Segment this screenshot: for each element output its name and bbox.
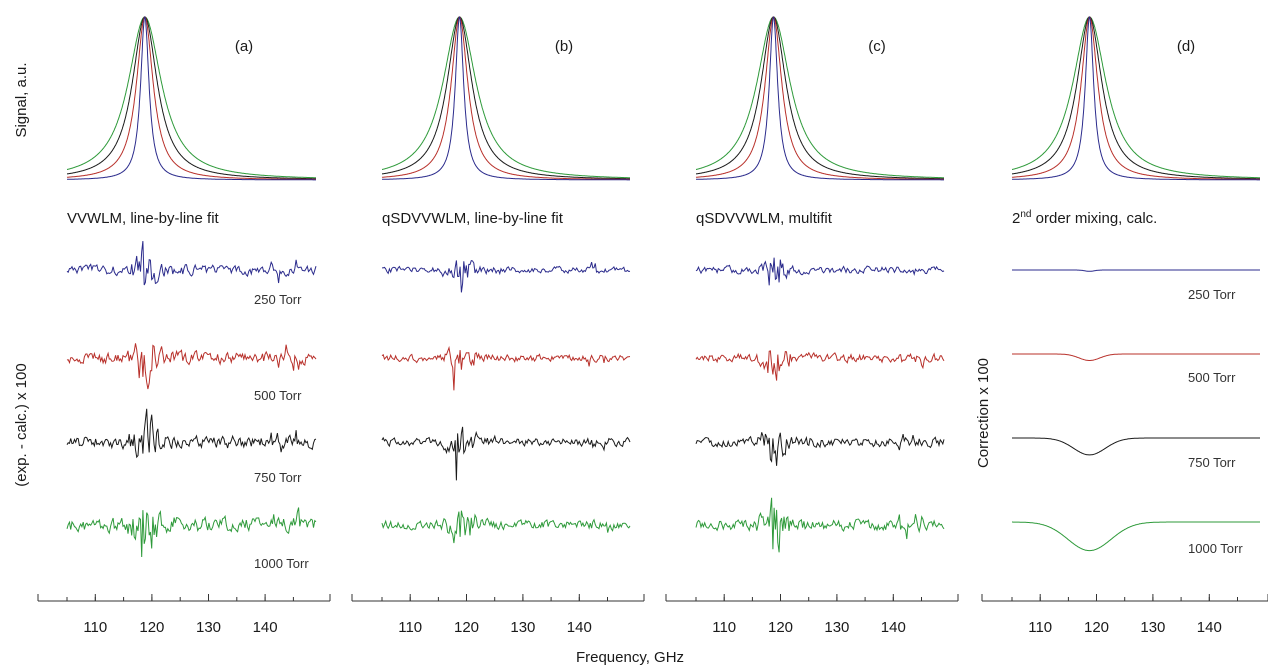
panel-b-signal-250-torr: [382, 16, 630, 181]
panel-b-x-tick-label: 110: [398, 619, 422, 636]
panel-d-title-sup: nd: [1020, 209, 1031, 220]
panel-a-signal-curves: [66, 16, 316, 181]
panel-a-residual-500-torr: [66, 343, 317, 390]
panel-b-x-tick-label: 120: [454, 619, 479, 636]
panel-c-x-tick-label: 130: [824, 619, 849, 636]
x-axis-label: Frequency, GHz: [576, 649, 684, 666]
panel-c-residual-500-torr: [695, 350, 945, 381]
panel-d-correction-500-torr: [1012, 353, 1260, 361]
panel-a-x-tick-label: 140: [253, 619, 278, 636]
panel-d-x-axis: 110 120 130 140: [981, 594, 1268, 636]
panel-a-residual-1000-torr: [66, 507, 317, 558]
panel-b-signal-1000-torr: [382, 16, 630, 179]
panel-d-correction-curves: [1012, 269, 1260, 552]
panel-a-label: (a): [235, 38, 253, 55]
panel-c: (c) qSDVVWLM, multifit 110 120 130 140: [665, 16, 959, 636]
panel-d-correction-750-torr: [1012, 437, 1260, 456]
panel-b-residual-250-torr: [382, 260, 631, 293]
panel-b-residual-500-torr: [381, 345, 631, 391]
panel-d-correction-250-torr: [1012, 269, 1260, 272]
panel-d-label-750-torr: 750 Torr: [1188, 455, 1236, 470]
panel-b-x-tick-label: 140: [567, 619, 592, 636]
panel-d-x-tick-label: 110: [1028, 619, 1052, 636]
panel-d: (d) 2nd order mixing, calc. 250 Torr 500…: [981, 16, 1268, 636]
panel-d-x-tick-label: 130: [1140, 619, 1165, 636]
panel-b-x-axis: 110 120 130 140: [351, 594, 645, 636]
panel-c-signal-500-torr: [695, 16, 944, 180]
panel-a-residual-750-torr: [66, 408, 317, 459]
panel-a-label-750-torr: 750 Torr: [254, 470, 302, 485]
panel-a: (a) VVWLM, line-by-line fit 250 Torr 500…: [37, 16, 331, 636]
panel-d-signal-curves: [1011, 16, 1260, 181]
panel-a-x-tick-label: 130: [196, 619, 221, 636]
panel-b-x-tick-label: 130: [510, 619, 535, 636]
panel-b-signal-750-torr: [382, 16, 630, 180]
panel-c-x-tick-label: 140: [881, 619, 906, 636]
panel-b-title: qSDVVWLM, line-by-line fit: [382, 210, 564, 227]
signal-y-axis-label: Signal, a.u.: [13, 62, 30, 137]
panel-a-x-axis: 110 120 130 140: [37, 594, 331, 636]
panel-b-signal-500-torr: [381, 16, 630, 180]
panel-a-label-500-torr: 500 Torr: [254, 388, 302, 403]
panel-d-signal-1000-torr: [1012, 16, 1260, 179]
panel-d-label: (d): [1177, 38, 1195, 55]
panel-d-title: 2nd order mixing, calc.: [1012, 209, 1157, 227]
panel-a-signal-500-torr: [66, 16, 316, 180]
panel-a-residual-curves: [66, 241, 317, 558]
panel-d-correction-1000-torr: [1012, 521, 1260, 552]
panel-a-label-250-torr: 250 Torr: [254, 292, 302, 307]
panel-a-label-1000-torr: 1000 Torr: [254, 556, 309, 571]
panel-b-residual-1000-torr: [381, 510, 631, 544]
panel-a-signal-750-torr: [67, 16, 316, 180]
panel-a-x-tick-label: 110: [83, 619, 107, 636]
panel-d-title-main: 2: [1012, 210, 1020, 227]
panel-a-residual-250-torr: [66, 241, 317, 286]
panel-c-x-tick-label: 120: [768, 619, 793, 636]
panel-c-signal-1000-torr: [696, 16, 944, 179]
panel-d-x-tick-label: 140: [1197, 619, 1222, 636]
panel-d-label-500-torr: 500 Torr: [1188, 370, 1236, 385]
panel-c-residual-1000-torr: [695, 497, 945, 553]
panel-b-signal-curves: [381, 16, 630, 181]
panel-d-label-1000-torr: 1000 Torr: [1188, 541, 1243, 556]
panel-a-title: VVWLM, line-by-line fit: [67, 210, 220, 227]
correction-y-axis-label: Correction x 100: [975, 358, 992, 468]
panel-d-signal-250-torr: [1012, 16, 1260, 181]
panel-c-title: qSDVVWLM, multifit: [696, 210, 833, 227]
panel-c-residual-750-torr: [695, 432, 945, 466]
panel-a-x-tick-label: 120: [139, 619, 164, 636]
panel-c-residual-250-torr: [695, 257, 945, 286]
panel-c-label: (c): [868, 38, 886, 55]
panel-d-signal-500-torr: [1011, 16, 1260, 180]
panel-a-signal-1000-torr: [67, 16, 316, 179]
panel-d-label-250-torr: 250 Torr: [1188, 287, 1236, 302]
panel-b-residual-curves: [381, 260, 631, 544]
panel-d-title-rest: order mixing, calc.: [1031, 210, 1157, 227]
panel-c-x-tick-label: 110: [712, 619, 736, 636]
panel-a-signal-250-torr: [67, 16, 316, 181]
panel-d-x-tick-label: 120: [1084, 619, 1109, 636]
panel-d-signal-750-torr: [1012, 16, 1260, 180]
panel-c-signal-750-torr: [696, 16, 944, 180]
panel-b: (b) qSDVVWLM, line-by-line fit 110 120 130…: [351, 16, 645, 636]
panel-c-signal-250-torr: [696, 16, 944, 181]
panel-c-residual-curves: [695, 257, 945, 553]
residual-y-axis-label: (exp. - calc.) x 100: [13, 363, 30, 486]
panel-c-x-axis: 110 120 130 140: [665, 594, 959, 636]
panel-b-label: (b): [555, 38, 573, 55]
panel-b-residual-750-torr: [381, 426, 631, 481]
panel-c-signal-curves: [695, 16, 944, 181]
